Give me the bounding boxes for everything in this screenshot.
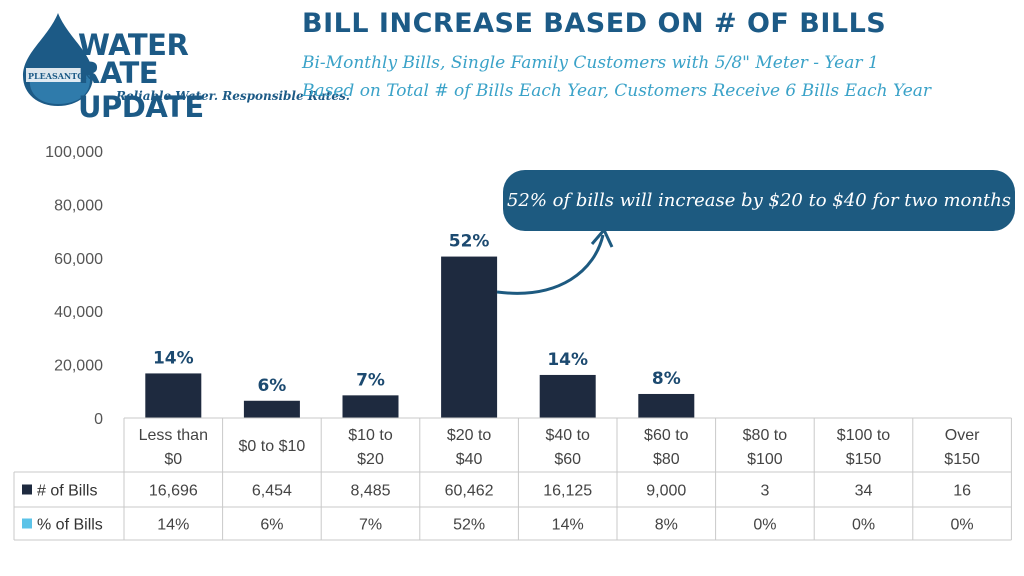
category-label: $150	[846, 451, 882, 468]
category-label: $80	[653, 451, 680, 468]
y-tick-label: 40,000	[54, 304, 103, 321]
bar	[539, 374, 596, 418]
row-header: # of Bills	[37, 483, 97, 500]
data-labels: 14% 6% 7% 52% 14% 8%	[153, 232, 681, 396]
table-cell: 52%	[453, 517, 485, 534]
water-drop-icon: PLEASANTON	[23, 13, 93, 106]
y-tick-label: 80,000	[54, 197, 103, 214]
category-label: $10 to	[348, 427, 393, 444]
category-label: $100	[747, 451, 783, 468]
category-label: $40 to	[545, 427, 590, 444]
logo-line2: RATE UPDATE	[78, 56, 204, 124]
data-label: 52%	[449, 232, 490, 252]
bar	[638, 393, 695, 418]
table-cell: 9,000	[646, 483, 686, 500]
bar	[441, 256, 498, 418]
table-cell: 0%	[753, 517, 776, 534]
category-label: $0	[164, 451, 182, 468]
y-tick-label: 100,000	[45, 144, 103, 161]
page-title: BILL INCREASE BASED ON # OF BILLS	[302, 8, 887, 39]
bar-series	[145, 256, 991, 418]
category-label: Less than	[139, 427, 208, 444]
y-tick-label: 0	[94, 411, 103, 428]
legend-marker-icon	[22, 518, 32, 529]
table-cell: 6%	[260, 517, 283, 534]
table-cell: 6,454	[252, 483, 292, 500]
category-label: $80 to	[743, 427, 788, 444]
category-label: $60 to	[644, 427, 689, 444]
logo-line1: WATER	[78, 28, 189, 62]
category-label: $150	[944, 451, 980, 468]
logo-tagline: Reliable Water. Responsible Rates.	[116, 89, 350, 103]
table-cell: 8,485	[350, 483, 390, 500]
data-label: 14%	[547, 350, 588, 370]
category-label: $20	[357, 451, 384, 468]
table-cell: 8%	[655, 517, 678, 534]
bar	[145, 373, 202, 418]
table-cell: 14%	[157, 517, 189, 534]
table-cell: 0%	[951, 517, 974, 534]
data-label: 14%	[153, 348, 194, 368]
callout-arrow	[496, 234, 605, 295]
bar	[243, 400, 300, 418]
category-label: $20 to	[447, 427, 492, 444]
data-label: 8%	[652, 369, 681, 389]
category-label: Over	[945, 427, 980, 444]
legend-marker-icon	[22, 484, 32, 495]
logo: PLEASANTON WATER RATE UPDATE Reliable Wa…	[18, 8, 350, 124]
table-cell: 60,462	[445, 483, 494, 500]
subtitle-line1: Bi-Monthly Bills, Single Family Customer…	[302, 53, 879, 73]
table-cell: 16	[953, 483, 971, 500]
category-label: $40	[456, 451, 483, 468]
category-label: $60	[554, 451, 581, 468]
table-cell: 16,125	[543, 483, 592, 500]
table-cell: 7%	[359, 517, 382, 534]
bar	[342, 395, 399, 418]
table-cell: 3	[760, 483, 769, 500]
subtitle-line2: Based on Total # of Bills Each Year, Cus…	[302, 81, 932, 101]
row-header: % of Bills	[37, 517, 103, 534]
table-cell: 34	[855, 483, 873, 500]
callout-box: 52% of bills will increase by $20 to $40…	[503, 170, 1015, 231]
table-cell: 14%	[552, 517, 584, 534]
data-table: Less than $0 $0 to $10 $10 to $20 $20 to $40 $4…	[13, 417, 1012, 541]
y-tick-label: 20,000	[54, 358, 103, 375]
y-tick-label: 60,000	[54, 251, 103, 268]
table-cell: 0%	[852, 517, 875, 534]
city-wordmark: PLEASANTON	[28, 71, 91, 81]
y-axis: 100,000 80,000 60,000 40,000 20,000 0	[45, 144, 103, 428]
data-label: 6%	[257, 376, 286, 396]
category-label: $0 to $10	[239, 438, 306, 455]
table-cell: 16,696	[149, 483, 198, 500]
category-label: $100 to	[837, 427, 890, 444]
data-label: 7%	[356, 370, 385, 390]
